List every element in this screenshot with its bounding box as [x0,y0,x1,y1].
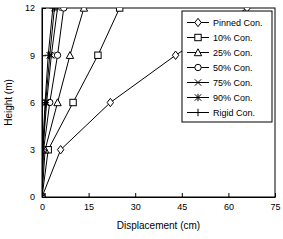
y-tick-label: 6 [30,98,35,108]
x-tick: 15 [84,193,94,212]
x-tick: 45 [177,193,187,212]
data-point [42,147,46,153]
legend-box [182,11,272,122]
series-line [42,8,54,197]
x-tick-mark [89,193,90,197]
data-point [66,52,73,59]
legend-marker [194,109,201,116]
x-tick-label: 15 [84,202,94,212]
x-tick-mark [182,193,183,197]
data-point [172,51,178,59]
data-point [80,8,87,11]
y-tick-mark [42,197,46,198]
data-point [57,146,63,154]
x-tick-label: 45 [177,202,187,212]
data-point [54,52,60,58]
legend: Pinned Con. 10% Con. 25% Con. 50% Con. 75% C… [182,11,272,122]
x-tick-mark [275,193,276,197]
y-axis-title: Height (m) [3,79,14,126]
data-point [42,99,49,106]
chart: 0 15 30 45 60 75 0 3 6 9 12 Pinned Con. 10% Con. 25% … [0,0,283,239]
legend-marker [195,94,201,101]
legend-marker [195,79,201,85]
x-tick-mark [135,193,136,197]
series-line [42,8,58,197]
x-tick: 60 [224,193,234,212]
x-tick-label: 60 [224,202,234,212]
x-tick-mark [228,193,229,197]
data-point [42,146,46,153]
series-line [42,8,84,197]
legend-label: Rigid Con. [213,108,255,118]
data-point [116,8,122,11]
data-point [70,99,76,105]
y-tick-label: 12 [25,3,35,13]
x-tick-label: 75 [270,202,280,212]
plot-frame [42,8,275,197]
x-tick-label: 0 [40,202,45,212]
data-point [42,193,46,197]
data-point [95,52,101,58]
data-point [45,52,52,59]
series-line [42,8,64,197]
series-line [42,8,53,197]
data-point [42,193,45,197]
data-point [42,194,45,197]
x-axis: 0 15 30 45 60 75 [40,193,281,212]
x-axis-title: Displacement (cm) [117,220,200,231]
x-axis-line [43,197,276,198]
legend-label: 50% Con. [213,63,253,73]
data-point [107,98,113,106]
legend-label: 90% Con. [213,93,253,103]
data-point [42,193,45,197]
y-tick-label: 9 [30,51,35,61]
y-tick-mark [42,8,46,9]
data-point [42,194,45,197]
legend-marker [195,64,201,70]
x-tick: 75 [270,193,280,212]
legend-marker [194,49,201,56]
y-tick: 12 [25,3,46,13]
x-tick-label: 30 [131,202,141,212]
legend-label: 25% Con. [213,48,253,58]
plot: 0 15 30 45 60 75 0 3 6 9 12 Pinned Con. 10% Con. 25% … [25,3,281,212]
data-point [49,8,56,12]
y-tick-label: 3 [30,145,35,155]
y-tick-label: 0 [30,192,35,202]
legend-marker [195,18,201,26]
y-tick: 9 [30,51,46,61]
legend-label: 75% Con. [213,78,253,88]
series-line [42,8,120,197]
data-point [54,99,61,106]
x-tick: 30 [131,193,141,212]
y-tick: 0 [30,192,46,202]
data-point [42,146,46,153]
data-point [42,194,45,197]
data-point [61,8,67,11]
legend-marker [195,34,201,40]
legend-label: Pinned Con. [213,18,263,28]
legend-label: 10% Con. [213,33,253,43]
